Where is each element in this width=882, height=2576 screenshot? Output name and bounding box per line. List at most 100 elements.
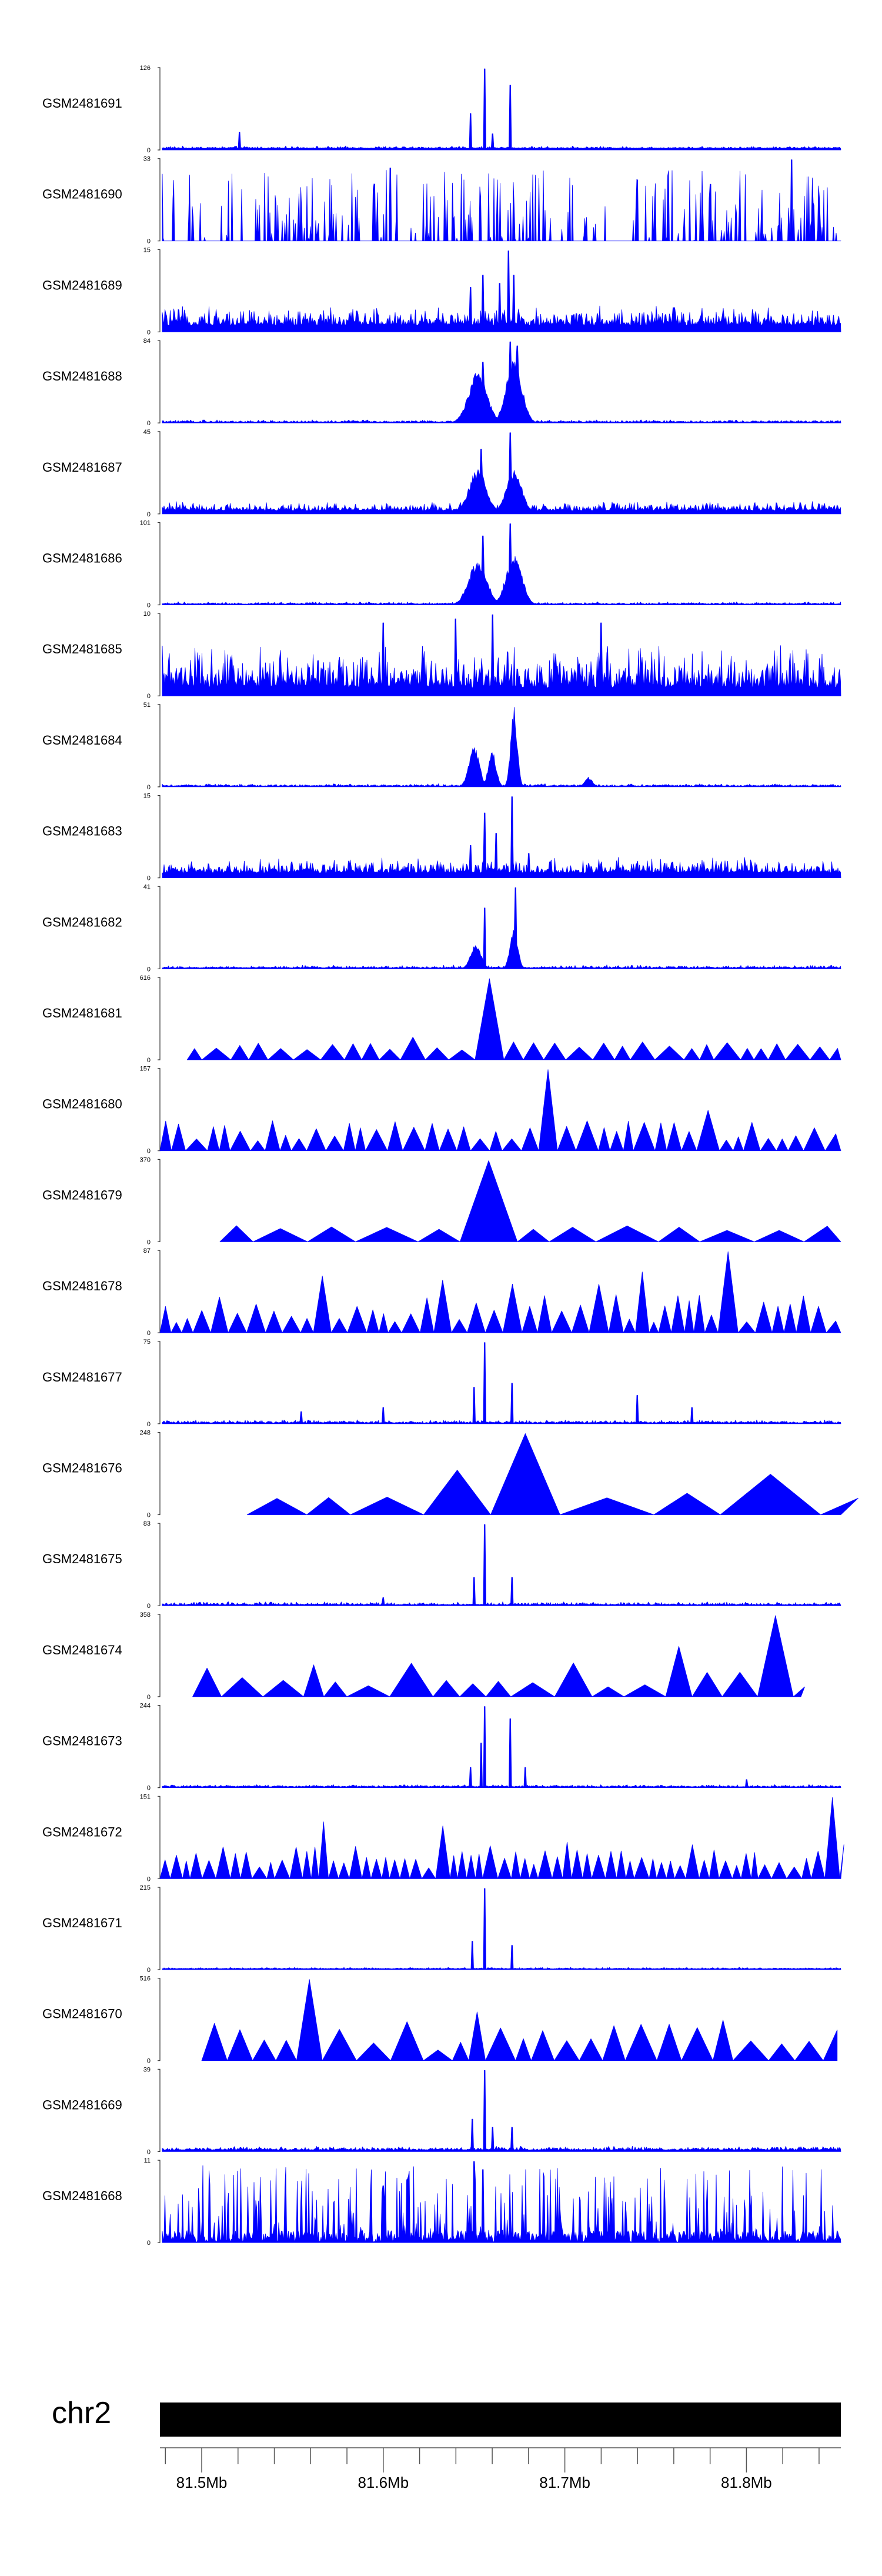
track-label: GSM2481676 (42, 1461, 122, 1476)
track-GSM2481680: GSM2481680 157 0 (42, 1066, 841, 1155)
y-axis (158, 613, 161, 696)
coverage-signal (162, 251, 841, 332)
y-axis (158, 249, 161, 332)
coverage-signal (162, 523, 841, 605)
track-label: GSM2481673 (42, 1734, 122, 1749)
coverage-signal (162, 614, 841, 696)
coverage-signal (246, 1433, 858, 1515)
track-GSM2481678: GSM2481678 87 0 (42, 1247, 841, 1337)
coordinate-tick-label: 81.7Mb (539, 2474, 590, 2491)
track-label: GSM2481691 (42, 96, 122, 111)
y-max-label: 358 (140, 1611, 151, 1619)
coverage-signal (219, 1160, 841, 1242)
y-min-label: 0 (147, 1421, 151, 1428)
coverage-signal (159, 1251, 841, 1333)
track-panels: GSM2481691 126 0 GSM2481690 33 0 GSM2481689 15 0… (42, 65, 858, 2247)
y-max-label: 75 (143, 1339, 151, 1346)
track-label: GSM2481688 (42, 369, 122, 383)
y-max-label: 616 (140, 975, 151, 982)
y-axis (158, 886, 161, 969)
y-min-label: 0 (147, 329, 151, 336)
y-max-label: 151 (140, 1793, 151, 1800)
track-GSM2481669: GSM2481669 39 0 (42, 2066, 841, 2155)
y-axis (158, 704, 161, 788)
y-max-label: 45 (143, 429, 151, 436)
y-min-label: 0 (147, 420, 151, 427)
track-GSM2481681: GSM2481681 616 0 (42, 975, 841, 1064)
track-GSM2481671: GSM2481671 215 0 (42, 1884, 841, 1974)
track-label: GSM2481681 (42, 1006, 122, 1020)
coverage-signal (162, 796, 841, 878)
coverage-signal (162, 1706, 841, 1788)
track-label: GSM2481684 (42, 733, 122, 748)
y-axis (158, 1159, 161, 1242)
y-axis (158, 1250, 161, 1333)
track-GSM2481670: GSM2481670 516 0 (42, 1976, 838, 2065)
y-axis (158, 431, 161, 515)
track-label: GSM2481675 (42, 1551, 122, 1566)
y-min-label: 0 (147, 1512, 151, 1519)
track-label: GSM2481685 (42, 642, 122, 656)
track-label: GSM2481686 (42, 551, 122, 566)
y-min-label: 0 (147, 966, 151, 973)
y-min-label: 0 (147, 1057, 151, 1064)
track-label: GSM2481680 (42, 1097, 122, 1112)
y-min-label: 0 (147, 147, 151, 154)
y-max-label: 83 (143, 1520, 151, 1527)
track-GSM2481686: GSM2481686 101 0 (42, 520, 841, 609)
coverage-signal (186, 978, 841, 1060)
y-axis (158, 2068, 161, 2152)
track-label: GSM2481672 (42, 1824, 122, 1839)
y-min-label: 0 (147, 2240, 151, 2247)
chromosome-axis: chr2 81.5Mb 81.6Mb 81.7Mb 81.8Mb (52, 2396, 841, 2491)
chromosome-bar (160, 2403, 841, 2437)
track-GSM2481677: GSM2481677 75 0 (42, 1339, 841, 1428)
track-label: GSM2481689 (42, 278, 122, 292)
y-axis (158, 1705, 161, 1788)
y-axis (158, 1068, 161, 1152)
y-min-label: 0 (147, 1330, 151, 1337)
y-max-label: 15 (143, 793, 151, 800)
y-axis (158, 1978, 161, 2061)
coverage-signal (162, 887, 841, 969)
y-axis (158, 158, 161, 242)
y-min-label: 0 (147, 1967, 151, 1974)
y-min-label: 0 (147, 875, 151, 882)
coverage-signal (162, 159, 841, 242)
y-max-label: 370 (140, 1156, 151, 1163)
track-GSM2481679: GSM2481679 370 0 (42, 1156, 841, 1246)
y-max-label: 15 (143, 246, 151, 253)
y-axis (158, 795, 161, 879)
y-axis (158, 1523, 161, 1606)
y-min-label: 0 (147, 1694, 151, 1701)
coordinate-tick-label: 81.8Mb (721, 2474, 772, 2491)
y-min-label: 0 (147, 784, 151, 791)
y-max-label: 39 (143, 2066, 151, 2073)
y-max-label: 84 (143, 338, 151, 345)
y-max-label: 126 (140, 65, 151, 72)
y-min-label: 0 (147, 1876, 151, 1883)
y-min-label: 0 (147, 2148, 151, 2155)
track-GSM2481683: GSM2481683 15 0 (42, 793, 841, 882)
coordinate-tick-label: 81.5Mb (176, 2474, 228, 2491)
track-GSM2481684: GSM2481684 51 0 (42, 702, 841, 791)
track-GSM2481691: GSM2481691 126 0 (42, 65, 841, 154)
coverage-signal (159, 1069, 841, 1152)
y-min-label: 0 (147, 511, 151, 518)
y-min-label: 0 (147, 1785, 151, 1792)
y-axis (158, 522, 161, 606)
y-axis (158, 67, 161, 151)
coordinate-tick-label: 81.6Mb (358, 2474, 409, 2491)
track-GSM2481685: GSM2481685 10 0 (42, 610, 841, 700)
track-GSM2481675: GSM2481675 83 0 (42, 1520, 841, 1610)
track-GSM2481687: GSM2481687 45 0 (42, 429, 841, 518)
y-min-label: 0 (147, 602, 151, 609)
y-min-label: 0 (147, 1239, 151, 1246)
coverage-signal (201, 1979, 838, 2061)
track-GSM2481672: GSM2481672 151 0 (42, 1793, 844, 1883)
y-axis (158, 977, 161, 1060)
track-label: GSM2481682 (42, 915, 122, 929)
coverage-signal (162, 68, 841, 151)
coverage-signal (192, 1615, 805, 1697)
